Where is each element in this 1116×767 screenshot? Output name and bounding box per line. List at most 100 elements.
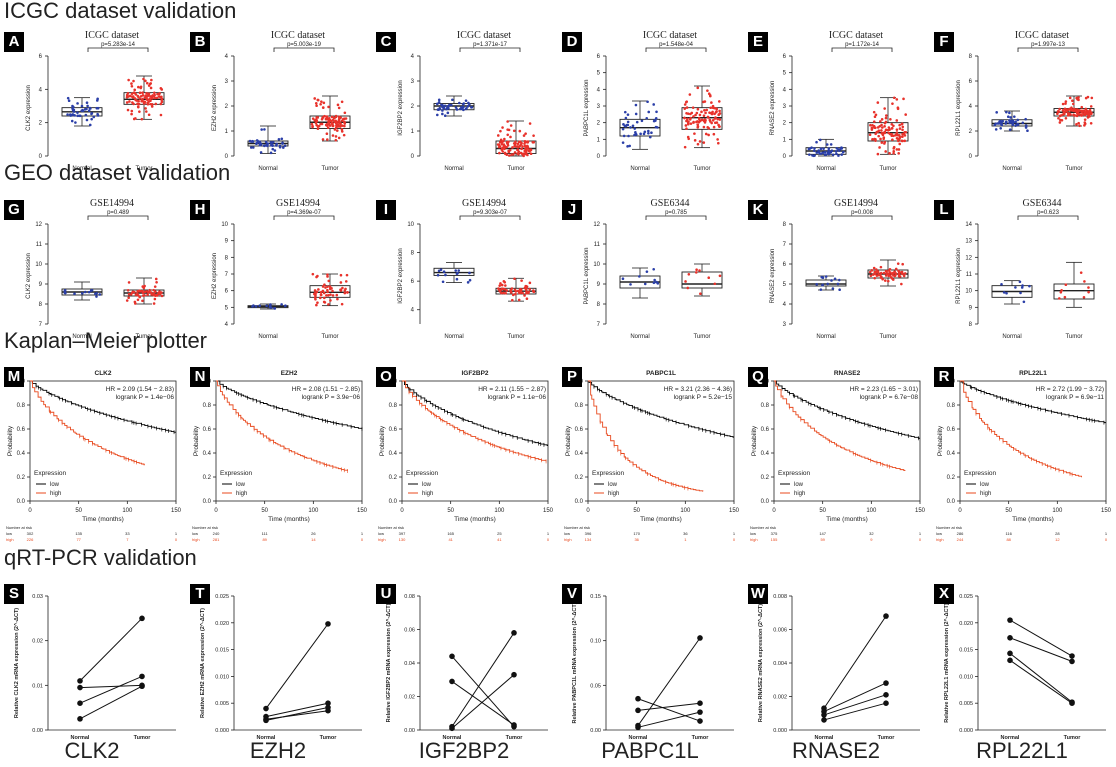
legend-title: Expression (964, 470, 997, 477)
data-point (883, 107, 886, 110)
gene-label-clk2: CLK2 (64, 738, 120, 763)
data-point (884, 269, 888, 273)
data-point (1073, 114, 1077, 117)
y-tick-label: 2 (597, 121, 601, 127)
chart-title: ICGC dataset (85, 30, 139, 41)
data-point (336, 103, 340, 107)
data-point (319, 290, 323, 294)
data-point (823, 150, 827, 154)
data-point (838, 288, 841, 292)
data-point (869, 274, 873, 278)
data-point (439, 268, 443, 271)
data-point (638, 275, 641, 278)
axes (977, 596, 1106, 731)
risk-count-high: 1 (684, 537, 687, 542)
data-point (143, 96, 147, 99)
logrank-p: logrank P = 1.4e−06 (116, 394, 175, 401)
y-tick-label: 4 (39, 87, 43, 93)
panel-svg: 0.000 0.005 0.010 0.015 0.020 0.025 Relative R… (944, 594, 1106, 741)
y-tick-label: 0.0 (389, 499, 398, 505)
x-tick-label: Normal (816, 334, 835, 340)
paired-sample (635, 695, 703, 724)
data-point (321, 106, 325, 109)
data-point (1064, 116, 1068, 120)
x-tick-label: Normal (72, 334, 91, 340)
data-point (869, 123, 872, 127)
y-tick-label: 10 (221, 222, 228, 228)
data-point (145, 290, 149, 293)
data-point (873, 126, 876, 129)
y-tick-label: 7 (597, 322, 601, 328)
data-point (694, 113, 697, 117)
data-point (707, 276, 711, 279)
data-point (1056, 112, 1059, 116)
plot-frame (29, 380, 177, 502)
risk-count-low: 25 (497, 531, 502, 536)
data-point (830, 279, 833, 282)
y-tick-label: 14 (965, 222, 972, 228)
paired-sample (263, 707, 331, 723)
data-point (1088, 108, 1092, 112)
data-point (1057, 116, 1060, 120)
data-point (326, 126, 330, 130)
data-point (1005, 110, 1008, 114)
data-point (1080, 105, 1084, 109)
data-point (499, 282, 502, 285)
data-point (995, 111, 998, 114)
data-point (699, 292, 702, 296)
data-point (517, 150, 521, 153)
data-point (531, 140, 535, 144)
box (681, 107, 723, 130)
data-point (717, 113, 720, 117)
hazard-ratio: HR = 2.23 (1.65 − 3.01) (850, 386, 918, 393)
curve-low (402, 380, 548, 447)
data-point (343, 120, 346, 124)
panel-s: S 0.00 0.01 0.02 0.03 Relative CLK2 mRNA expr… (0, 580, 184, 742)
y-axis-label: Relative CLK2 mRNA expression (2^-ΔCT) (14, 608, 20, 718)
y-tick-label: 0.05 (590, 683, 601, 689)
data-point (1061, 108, 1065, 112)
x-tick-label: Tumor (321, 334, 338, 340)
data-point (148, 82, 152, 86)
data-point (437, 101, 441, 104)
plot-frame (959, 380, 1107, 502)
data-point (815, 151, 819, 154)
y-axis-label: CLK2 expression (26, 253, 32, 299)
y-tick-label: 0 (969, 154, 973, 160)
data-point (334, 135, 338, 138)
x-tick-label-normal: Normal (443, 735, 462, 741)
data-point (892, 134, 895, 138)
data-point (259, 142, 263, 146)
box-normal (61, 281, 103, 301)
data-point (327, 105, 330, 109)
data-point (1088, 115, 1091, 118)
box-tumor (681, 263, 723, 297)
data-point (888, 152, 891, 155)
pair-line (451, 674, 515, 729)
data-point (130, 109, 134, 113)
data-point (324, 286, 327, 289)
data-point (883, 130, 887, 134)
data-point (340, 100, 344, 104)
data-point (528, 281, 532, 285)
data-point (514, 145, 518, 148)
chart-title: GSE14994 (276, 198, 320, 209)
logrank-p: logrank P = 3.9e−06 (302, 394, 361, 401)
x-axis-label: Time (months) (640, 516, 682, 523)
panel-w: W 0.000 0.002 0.004 0.006 0.008 Relative RNASE… (744, 580, 928, 742)
p-value: p=1.371e-17 (473, 42, 508, 48)
data-point (1062, 111, 1066, 114)
data-point (126, 92, 130, 95)
data-point (127, 281, 131, 284)
data-point (994, 128, 998, 131)
data-point (505, 289, 509, 292)
curve-low (588, 380, 734, 438)
data-point (831, 287, 835, 290)
data-point (315, 104, 318, 108)
paired-sample (1007, 657, 1075, 706)
data-point (684, 124, 688, 127)
x-tick-label-tumor: Tumor (320, 735, 338, 741)
data-point (326, 275, 329, 278)
data-point (1067, 108, 1070, 112)
